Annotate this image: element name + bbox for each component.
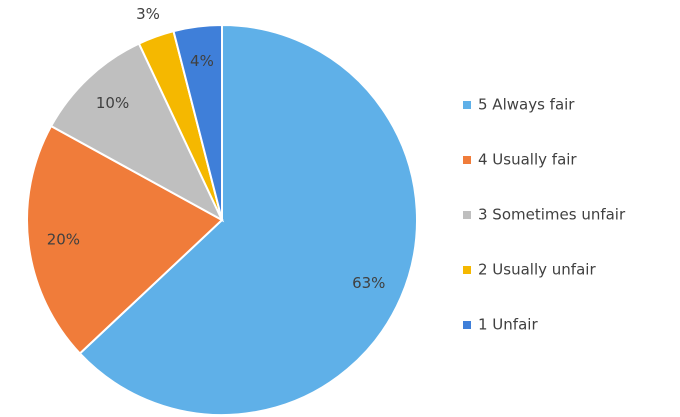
pie-slice	[49, 42, 225, 223]
legend-label: 1 Unfair	[478, 316, 538, 334]
data-label: 10%	[96, 94, 129, 112]
legend-swatch	[463, 101, 471, 109]
legend-label: 3 Sometimes unfair	[478, 206, 626, 224]
data-label: 63%	[352, 274, 385, 292]
legend-swatch	[463, 156, 471, 164]
legend-label: 4 Usually fair	[478, 151, 577, 169]
pie-slice	[26, 124, 224, 355]
pie-slice	[78, 23, 418, 416]
data-label: 4%	[190, 52, 214, 70]
legend-swatch	[463, 211, 471, 219]
data-label: 20%	[47, 231, 80, 249]
legend-label: 5 Always fair	[478, 96, 575, 114]
data-label: 3%	[136, 5, 160, 23]
legend-swatch	[463, 266, 471, 274]
legend-swatch	[463, 321, 471, 329]
legend-label: 2 Usually unfair	[478, 261, 596, 279]
pie-slice	[172, 23, 223, 221]
